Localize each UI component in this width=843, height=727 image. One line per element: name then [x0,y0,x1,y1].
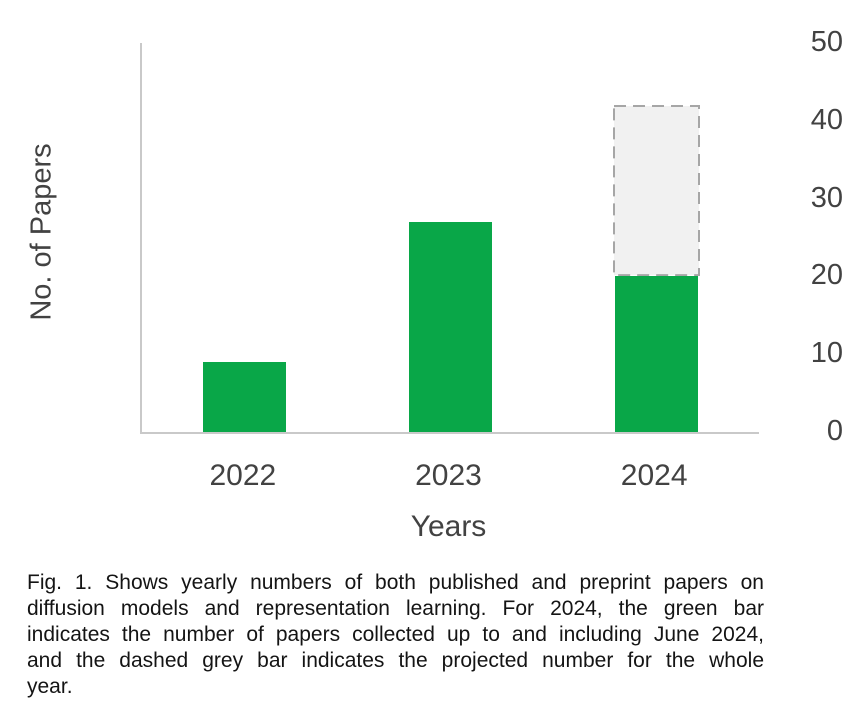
bar-2024 [614,276,698,432]
bar-2023 [409,221,492,432]
caption-line-2: diffusion models and representation lear… [27,597,764,620]
x-tick-2022: 2022 [209,459,277,492]
figure-caption: Fig. 1. Shows yearly numbers of both pub… [27,570,764,700]
x-tick-2023: 2023 [415,459,482,492]
caption-line-3: indicates the number of papers collected… [27,623,764,646]
bar-2022 [203,361,287,432]
y-tick-50: 50 [810,26,843,58]
y-axis-title: No. of Papers [25,143,58,321]
bar-2024-projected [612,105,700,277]
x-tick-2024: 2024 [620,459,688,492]
y-tick-30: 30 [810,181,843,214]
y-tick-20: 20 [810,259,843,292]
y-tick-40: 40 [810,103,843,136]
y-tick-10: 10 [810,337,843,370]
projected-bar-dashed-outline [612,105,700,277]
caption-line-5: year. [27,675,73,698]
papers-per-year-bar-chart: No. of Papers 0 10 20 30 40 50 2022 2023 2024 Y… [25,26,843,544]
plot-area [140,43,759,434]
caption-line-1: Fig. 1. Shows yearly numbers of both pub… [27,571,764,594]
caption-line-4: and the dashed grey bar indicates the pr… [27,649,764,672]
x-axis-title: Years [410,510,487,543]
y-tick-0: 0 [826,415,843,447]
